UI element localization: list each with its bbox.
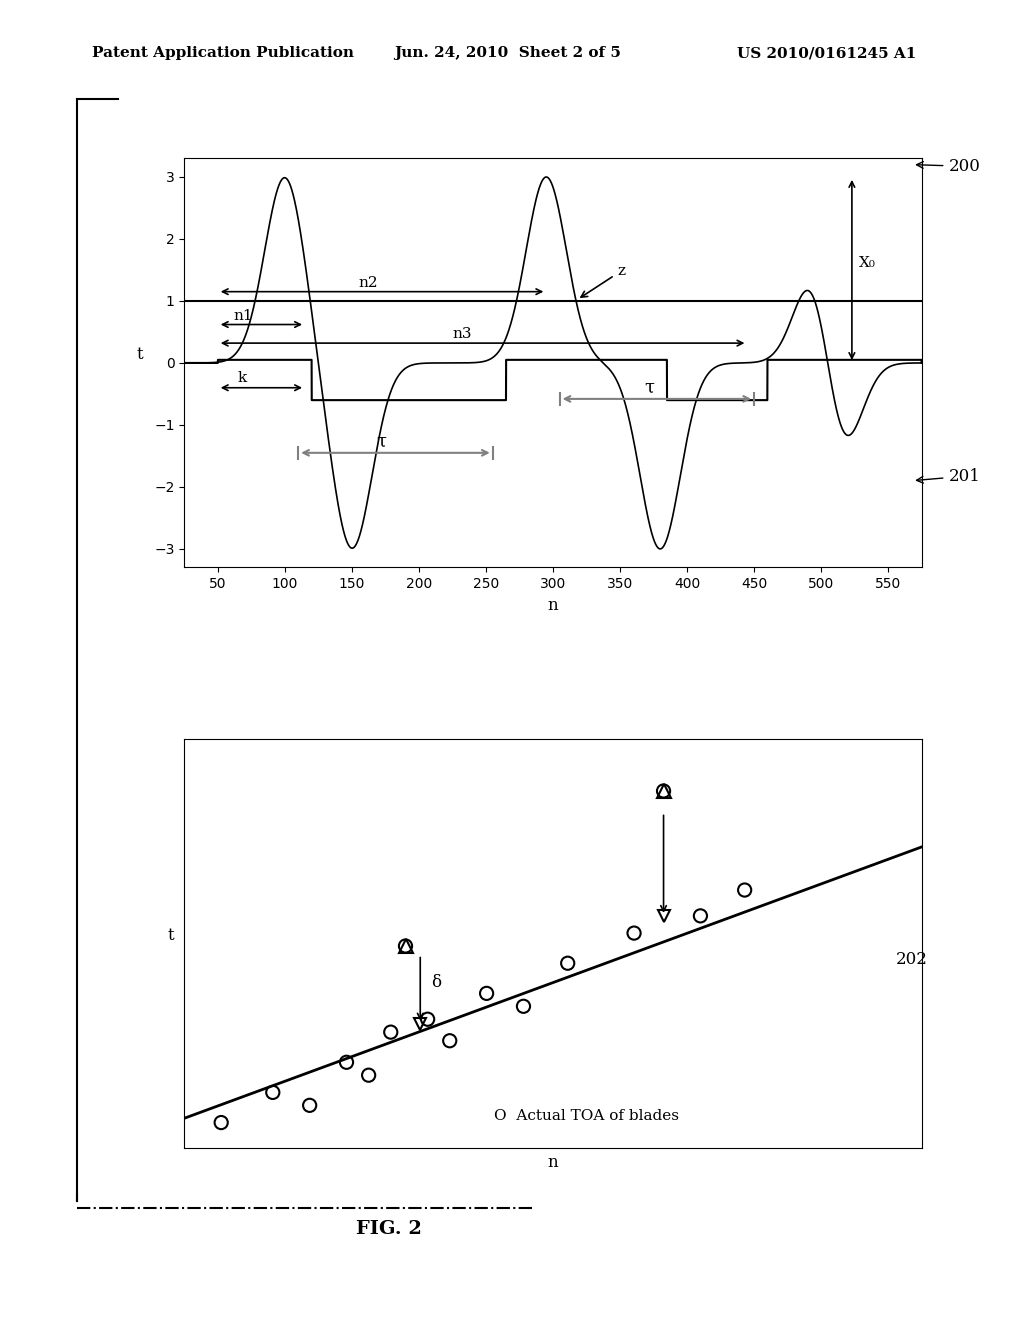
Text: n1: n1 [233, 309, 254, 322]
Text: 200: 200 [916, 158, 980, 174]
Text: δ: δ [431, 974, 441, 991]
Text: X₀: X₀ [858, 256, 876, 269]
Text: τ: τ [376, 433, 386, 450]
Point [213, 1111, 229, 1133]
Point [441, 1030, 458, 1051]
Text: τ: τ [644, 379, 654, 397]
Text: z: z [581, 264, 626, 297]
Point [338, 1052, 354, 1073]
Y-axis label: t: t [137, 346, 143, 363]
X-axis label: n: n [548, 1154, 558, 1171]
Point [478, 983, 495, 1005]
Point [736, 879, 753, 900]
Point [397, 936, 414, 957]
Text: 202: 202 [896, 950, 928, 968]
Point [655, 780, 672, 801]
Point [301, 1094, 317, 1115]
Text: O  Actual TOA of blades: O Actual TOA of blades [494, 1109, 679, 1123]
Text: FIG. 2: FIG. 2 [356, 1220, 422, 1238]
Point [383, 1022, 399, 1043]
Point [559, 953, 575, 974]
Text: k: k [238, 371, 247, 384]
Text: n3: n3 [453, 327, 472, 341]
Point [264, 1082, 281, 1104]
Point [626, 923, 642, 944]
Text: n2: n2 [358, 276, 378, 290]
Point [515, 995, 531, 1016]
Text: Patent Application Publication: Patent Application Publication [92, 46, 354, 61]
X-axis label: n: n [548, 597, 558, 614]
Y-axis label: t: t [167, 927, 174, 944]
Text: 201: 201 [916, 467, 980, 484]
Text: Jun. 24, 2010  Sheet 2 of 5: Jun. 24, 2010 Sheet 2 of 5 [394, 46, 622, 61]
Point [692, 906, 709, 927]
Text: US 2010/0161245 A1: US 2010/0161245 A1 [737, 46, 916, 61]
Point [360, 1065, 377, 1086]
Point [420, 1008, 436, 1030]
